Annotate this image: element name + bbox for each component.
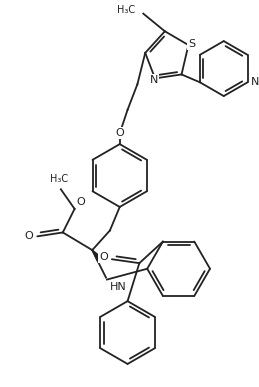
Text: S: S <box>188 39 195 49</box>
Text: H₃C: H₃C <box>117 5 135 15</box>
Polygon shape <box>92 250 102 262</box>
Text: O: O <box>77 197 85 207</box>
Text: H₃C: H₃C <box>50 175 68 184</box>
Text: O: O <box>115 128 124 138</box>
Text: HN: HN <box>110 281 127 291</box>
Text: N: N <box>250 77 259 87</box>
Text: N: N <box>150 75 158 86</box>
Text: O: O <box>99 252 108 262</box>
Text: O: O <box>25 231 33 241</box>
